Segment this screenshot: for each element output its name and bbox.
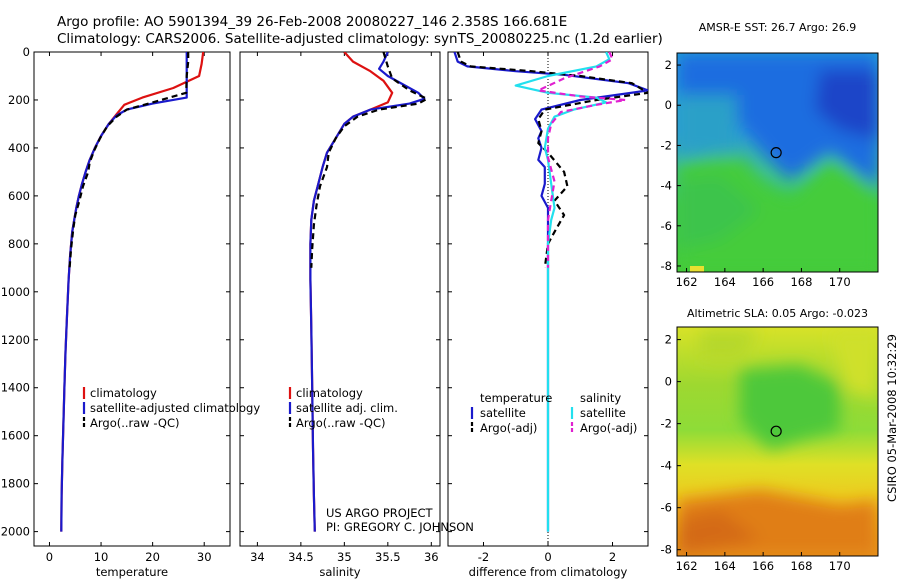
- legend-label: satellite adj. clim.: [296, 401, 398, 415]
- sst-map-image: [677, 53, 878, 272]
- y-tick-label: -6: [661, 219, 672, 233]
- x-tick-label: 168: [790, 559, 812, 573]
- x-tick-label: 30: [197, 550, 212, 564]
- figure-title-line2: Climatology: CARS2006. Satellite-adjuste…: [57, 31, 663, 47]
- series-group-difference: [453, 52, 648, 532]
- x-tick-label: 0: [46, 550, 53, 564]
- y-tick-label: -8: [661, 259, 672, 273]
- series-group-temperature: [60, 52, 205, 532]
- y-tick-label: 2: [665, 333, 672, 347]
- x-tick-label: 162: [676, 559, 698, 573]
- legend-label: Argo(..raw -QC): [90, 416, 180, 430]
- y-tick-label: 2000: [1, 525, 30, 539]
- x-tick-label: 166: [752, 559, 774, 573]
- x-tick-label: 35.5: [375, 550, 401, 564]
- sla-map-image: [677, 327, 878, 556]
- series-line-temperature-argo-adj-: [456, 52, 648, 268]
- credit-line1: US ARGO PROJECT: [326, 506, 434, 520]
- legend-label: Argo(..raw -QC): [296, 416, 386, 430]
- x-axis-label: difference from climatology: [469, 565, 628, 579]
- y-tick-label: 1400: [1, 381, 30, 395]
- panel-temperature-frame: [33, 51, 231, 547]
- series-line-climatology: [60, 52, 205, 532]
- y-tick-label: 400: [8, 141, 30, 155]
- x-tick-label: 170: [829, 559, 851, 573]
- legend-label: satellite: [580, 406, 626, 420]
- series-line-argo-raw-qc-: [310, 52, 429, 268]
- argo-location-marker: [770, 147, 782, 159]
- y-tick-label: -2: [661, 138, 672, 152]
- y-tick-label: -6: [661, 501, 672, 515]
- x-axis-label: temperature: [96, 565, 168, 579]
- credit-line2: PI: GREGORY C. JOHNSON: [326, 520, 474, 534]
- x-tick-label: 0: [544, 550, 551, 564]
- argo-location-marker: [770, 425, 782, 437]
- x-tick-label: 36: [424, 550, 439, 564]
- y-tick-label: 0: [665, 98, 672, 112]
- map-altimetric-sla-frame: [676, 326, 879, 557]
- series-group-salinity: [309, 52, 429, 532]
- legend-label: satellite: [480, 406, 526, 420]
- legend-label: satellite-adjusted climatology: [90, 401, 260, 415]
- x-tick-label: 162: [676, 275, 698, 289]
- y-tick-label: 2: [665, 58, 672, 72]
- x-tick-label: 2: [609, 550, 616, 564]
- y-tick-label: -8: [661, 543, 672, 557]
- y-tick-label: 0: [23, 45, 30, 59]
- y-tick-label: 1000: [1, 285, 30, 299]
- y-tick-label: 0: [665, 375, 672, 389]
- legend-heading: temperature: [480, 391, 552, 405]
- x-tick-label: 166: [752, 275, 774, 289]
- x-tick-label: 170: [829, 275, 851, 289]
- x-tick-label: 35: [337, 550, 352, 564]
- panel-salinity-frame: [239, 51, 441, 547]
- x-tick-label: 164: [714, 559, 736, 573]
- series-line-argo-raw-qc-: [68, 52, 190, 268]
- series-line-climatology: [309, 52, 394, 532]
- map-amsre-sst-frame: [676, 52, 879, 273]
- legend-label: climatology: [296, 386, 363, 400]
- y-tick-label: 200: [8, 93, 30, 107]
- x-tick-label: 20: [145, 550, 160, 564]
- legend-heading: salinity: [580, 391, 621, 405]
- x-tick-label: -2: [478, 550, 489, 564]
- x-tick-label: 34: [250, 550, 265, 564]
- y-tick-label: -4: [661, 459, 672, 473]
- y-tick-label: 800: [8, 237, 30, 251]
- series-line-salinity-satellite: [514, 52, 611, 532]
- y-tick-label: 600: [8, 189, 30, 203]
- y-tick-label: -2: [661, 417, 672, 431]
- y-tick-label: 1200: [1, 333, 30, 347]
- x-tick-label: 168: [790, 275, 812, 289]
- figure-title-line1: Argo profile: AO 5901394_39 26-Feb-2008 …: [57, 14, 567, 30]
- series-line-satellite-adj-clim-: [309, 52, 426, 532]
- legend-label: Argo(-adj): [480, 421, 537, 435]
- x-axis-label: salinity: [319, 565, 360, 579]
- x-tick-label: 34.5: [288, 550, 314, 564]
- map-title: AMSR-E SST: 26.7 Argo: 26.9: [699, 21, 857, 34]
- x-tick-label: 10: [94, 550, 109, 564]
- legend-label: climatology: [90, 386, 157, 400]
- y-tick-label: -4: [661, 179, 672, 193]
- series-line-salinity-argo-adj-: [537, 52, 627, 268]
- side-timestamp-label: CSIRO 05-Mar-2008 10:32:29: [885, 334, 899, 502]
- y-tick-label: 1800: [1, 477, 30, 491]
- y-tick-label: 1600: [1, 429, 30, 443]
- legend-label: Argo(-adj): [580, 421, 637, 435]
- map-title: Altimetric SLA: 0.05 Argo: -0.023: [687, 307, 868, 320]
- x-tick-label: 164: [714, 275, 736, 289]
- series-line-satellite-adjusted-climatology: [60, 52, 188, 532]
